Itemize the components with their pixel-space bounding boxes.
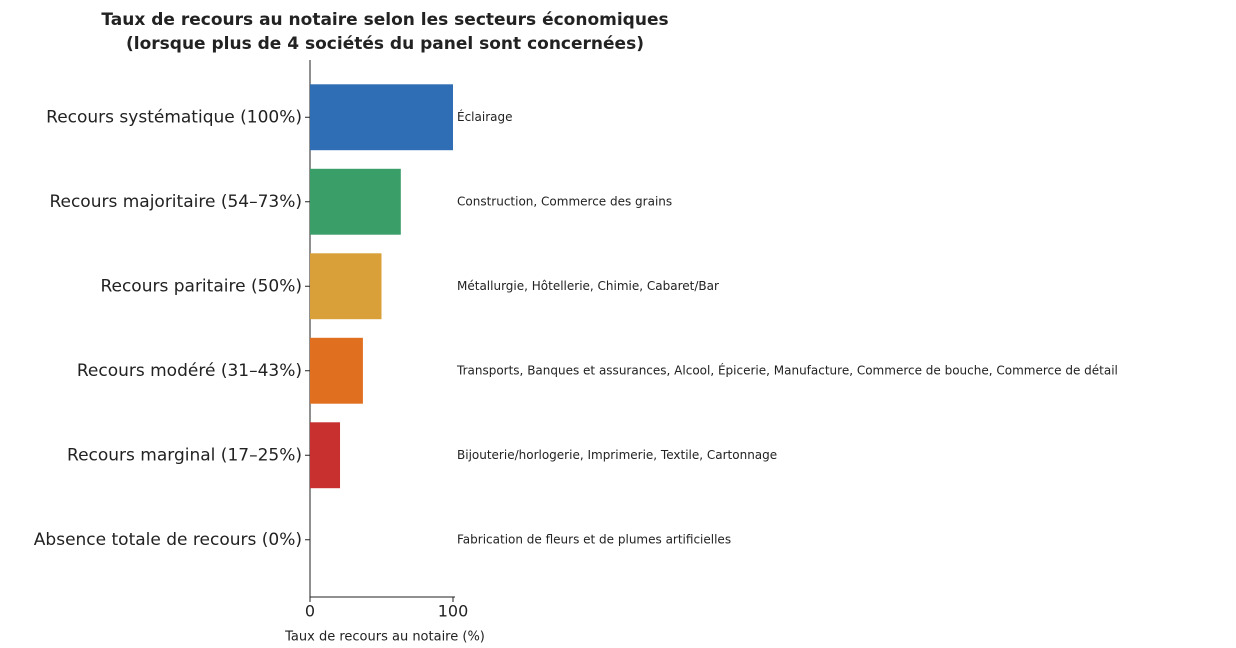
bar [310,253,382,320]
x-tick-label: 100 [438,602,469,621]
annotation: Éclairage [457,109,513,124]
bar [310,337,363,404]
bar [310,84,453,151]
y-tick-label: Recours systématique (100%) [46,107,302,127]
annotation: Métallurgie, Hôtellerie, Chimie, Cabaret… [457,279,719,293]
bar [310,422,341,489]
annotation: Bijouterie/horlogerie, Imprimerie, Texti… [457,448,777,462]
x-tick-label: 0 [305,602,315,621]
annotation: Construction, Commerce des grains [457,194,672,208]
x-axis-label: Taux de recours au notaire (%) [284,630,485,645]
bar [310,168,401,235]
y-tick-label: Recours modéré (31–43%) [77,361,302,381]
y-tick-label: Recours majoritaire (54–73%) [49,192,302,212]
chart-title: Taux de recours au notaire selon les sec… [101,10,668,30]
y-tick-label: Recours marginal (17–25%) [67,445,302,465]
chart-subtitle: (lorsque plus de 4 sociétés du panel son… [126,34,644,54]
y-tick-label: Recours paritaire (50%) [100,276,302,296]
y-tick-label: Absence totale de recours (0%) [34,530,302,550]
annotation: Fabrication de fleurs et de plumes artif… [457,532,731,546]
annotation: Transports, Banques et assurances, Alcoo… [456,362,1118,377]
